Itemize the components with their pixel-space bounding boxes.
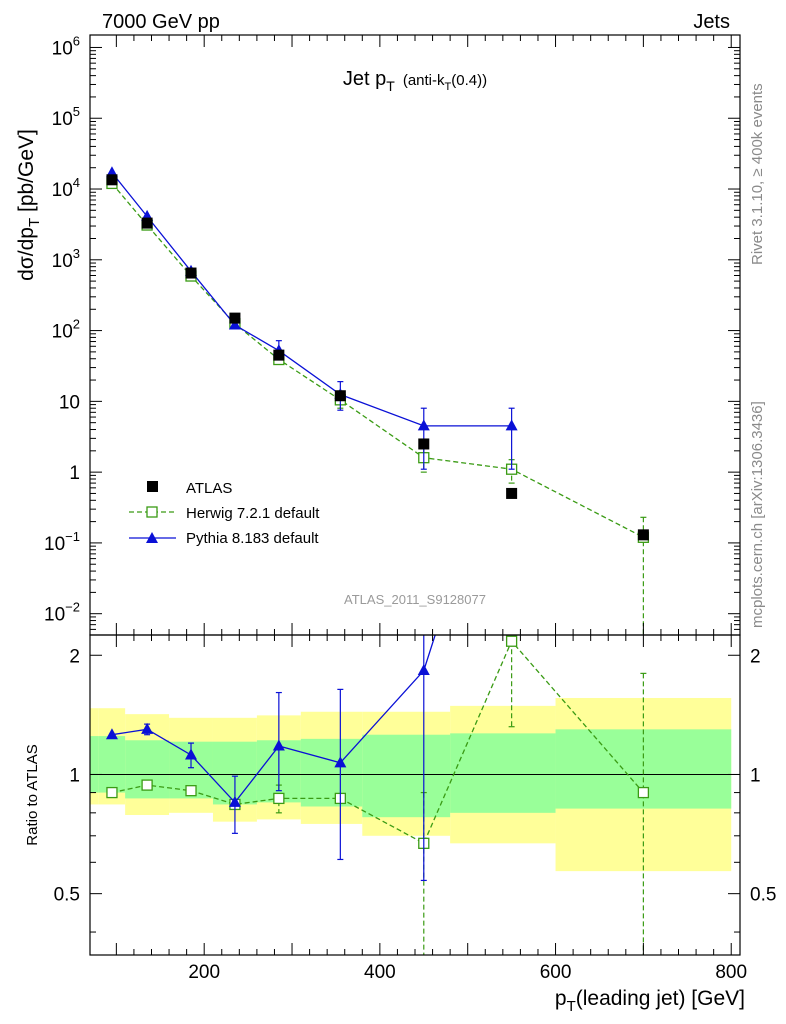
- main-y-tick-label: 10−1: [44, 529, 80, 555]
- ratio-tick-labels: 0.5 0.5 1 1 2 2 200 400 600 800: [54, 646, 777, 983]
- axis-ticks: [90, 35, 740, 955]
- main-y-tick-label: 10: [59, 392, 80, 413]
- legend: ATLAS Herwig 7.2.1 default Pythia 8.183 …: [129, 480, 320, 547]
- x-tick-label: 600: [540, 962, 572, 983]
- green-band-segment: [90, 736, 99, 793]
- x-axis-label: pT(leading jet) [GeV]: [555, 987, 745, 1015]
- ratio-pythia-point: [141, 722, 154, 734]
- x-tick-label: 400: [364, 962, 396, 983]
- ratio-pythia-point: [334, 756, 347, 768]
- ratio-herwig-point: [185, 785, 197, 797]
- ratio-y-tick-label-right: 2: [750, 646, 761, 667]
- main-atlas-point: [229, 312, 241, 324]
- ratio-herwig-point: [273, 792, 285, 805]
- ratio-pythia-point: [228, 795, 241, 807]
- ratio-y-tick-label-left: 1: [69, 765, 80, 786]
- main-pythia-point: [505, 419, 518, 431]
- main-pythia-point: [228, 318, 241, 330]
- main-atlas-point: [141, 217, 153, 229]
- header-left: 7000 GeV pp: [102, 11, 220, 33]
- main-y-tick-label: 10−2: [44, 600, 80, 626]
- green-band-segment: [362, 734, 451, 818]
- ratio-y-tick-label-right: 1: [750, 765, 761, 786]
- main-plot-series: [105, 166, 650, 635]
- analysis-watermark: ATLAS_2011_S9128077: [344, 592, 486, 607]
- ratio-y-tick-label-left: 0.5: [54, 885, 80, 906]
- legend-pythia-label: Pythia 8.183 default: [186, 530, 319, 547]
- legend-herwig-marker: [146, 506, 158, 518]
- x-tick-label: 200: [188, 962, 220, 983]
- x-tick-label: 800: [715, 962, 747, 983]
- ratio-y-axis-label: Ratio to ATLAS: [24, 744, 41, 845]
- legend-atlas-marker: [147, 481, 158, 492]
- ratio-herwig-point: [505, 635, 518, 647]
- main-pythia-point: [417, 419, 430, 431]
- ratio-herwig-point: [106, 786, 118, 799]
- ratio-herwig-point: [637, 786, 650, 799]
- main-pythia-line: [111, 172, 512, 427]
- main-atlas-point: [273, 349, 285, 361]
- ratio-herwig-point: [141, 779, 153, 791]
- main-y-tick-label: 106: [52, 33, 80, 59]
- main-y-tick-label: 104: [52, 175, 80, 201]
- ratio-y-tick-label-right: 0.5: [750, 885, 776, 906]
- rivet-label: Rivet 3.1.10, ≥ 400k events: [749, 83, 766, 265]
- uncertainty-bands: [90, 697, 732, 872]
- ratio-pythia-point: [272, 739, 285, 751]
- legend-herwig-label: Herwig 7.2.1 default: [186, 505, 320, 522]
- legend-atlas-label: ATLAS: [186, 480, 232, 497]
- main-atlas-point: [334, 390, 346, 402]
- ratio-pythia-line: [111, 635, 436, 804]
- green-band-segment: [98, 736, 126, 793]
- ratio-pythia-point: [417, 664, 430, 676]
- ratio-pythia-point: [506, 390, 518, 401]
- main-y-axis-label: dσ/dpT [pb/GeV]: [15, 129, 43, 281]
- main-atlas-point: [506, 487, 518, 499]
- green-band-segment: [450, 733, 556, 813]
- mcplots-label: mcplots.cern.ch [arXiv:1306.3436]: [749, 401, 766, 628]
- main-y-tick-label: 102: [52, 317, 80, 343]
- main-y-tick-label: 105: [52, 104, 80, 130]
- main-atlas-point: [106, 174, 118, 186]
- plot-title: Jet pT (anti-kT(0.4)): [343, 68, 487, 94]
- main-y-tick-label: 103: [52, 246, 80, 272]
- legend-pythia-marker: [146, 532, 158, 543]
- ratio-pythia-point: [185, 748, 198, 760]
- ratio-y-tick-label-left: 2: [69, 646, 80, 667]
- ratio-pythia-point: [105, 728, 118, 740]
- main-atlas-point: [418, 438, 430, 450]
- main-atlas-point: [185, 267, 197, 279]
- main-y-tick-label: 1: [69, 463, 80, 484]
- header-right: Jets: [693, 11, 730, 33]
- ratio-plot-series: [105, 390, 650, 955]
- main-atlas-point: [637, 529, 649, 541]
